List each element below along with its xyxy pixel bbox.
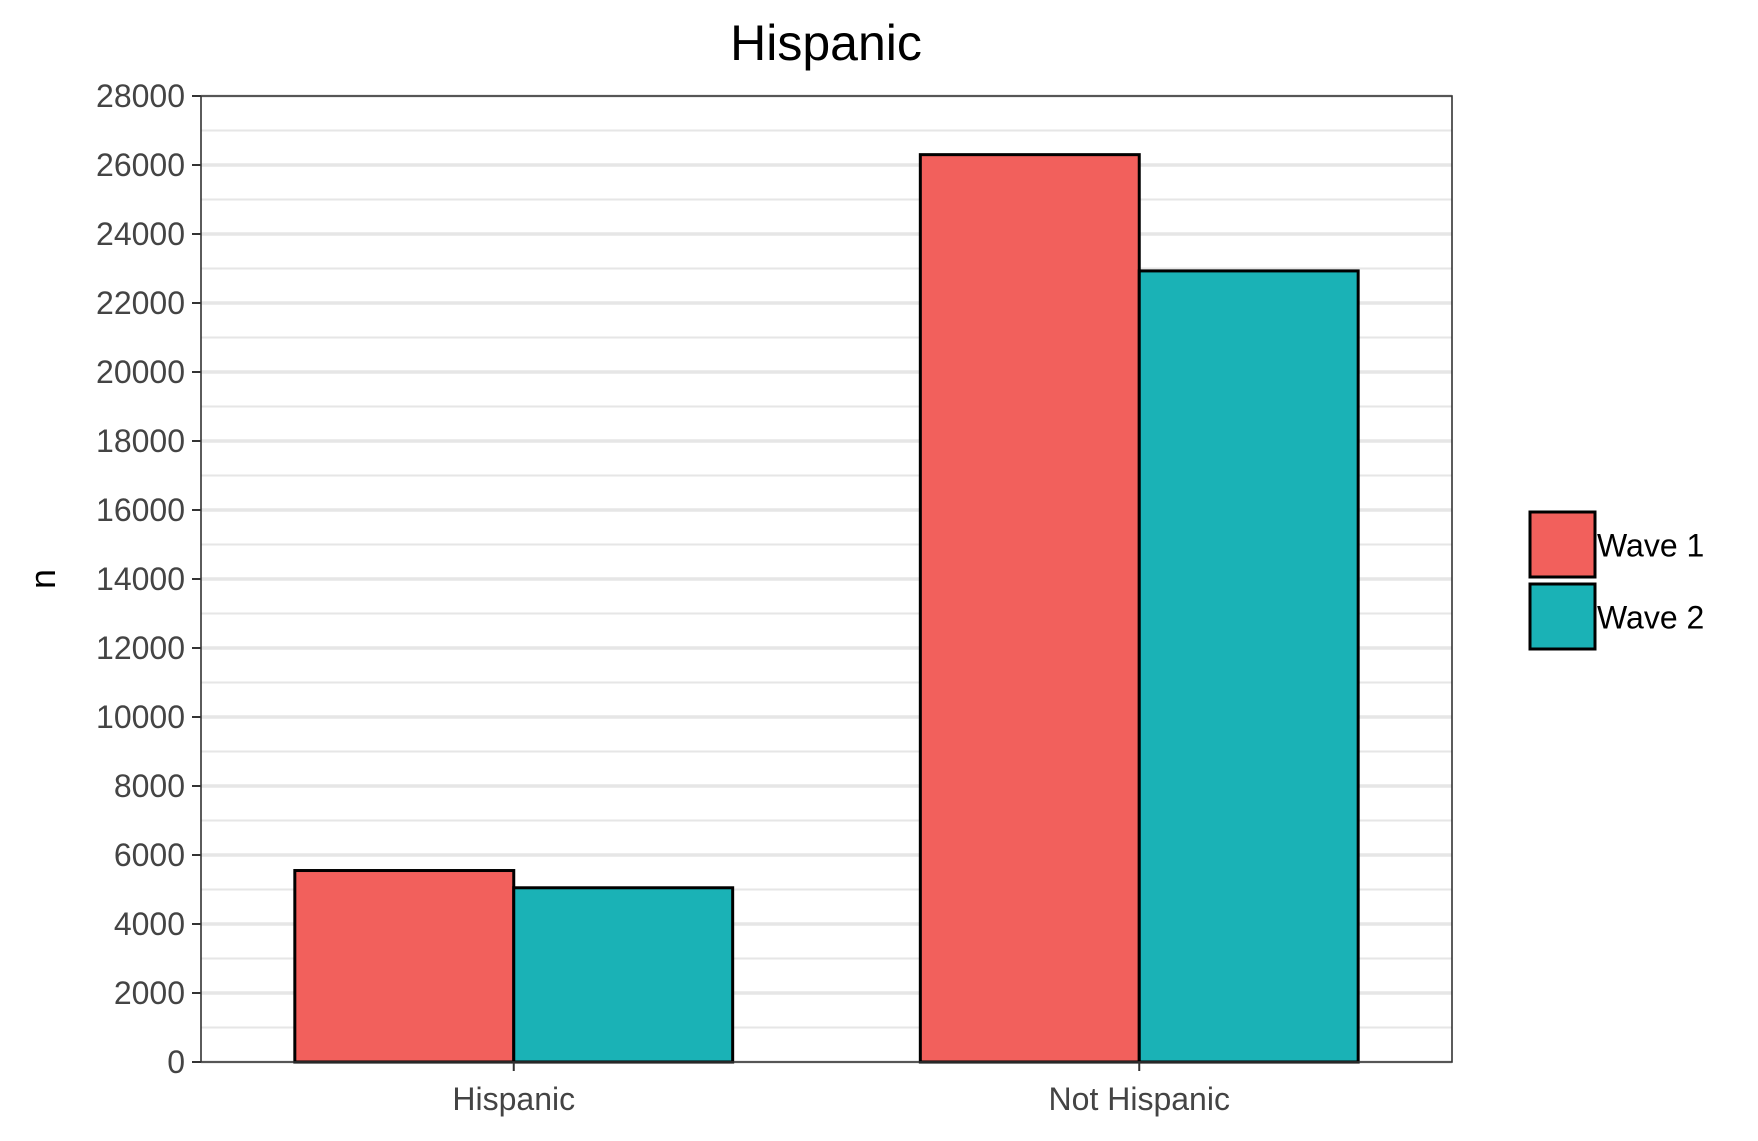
y-tick-label: 24000 <box>96 216 185 252</box>
y-tick-label: 10000 <box>96 699 185 735</box>
legend-key-wave-2 <box>1528 582 1597 651</box>
legend: Wave 1 Wave 2 <box>1528 510 1704 651</box>
y-tick-label: 12000 <box>96 630 185 666</box>
bars <box>293 153 1360 1064</box>
x-axis: Hispanic Not Hispanic <box>452 1062 1230 1117</box>
y-tick-label: 0 <box>167 1044 185 1080</box>
bar-wave-1-hispanic <box>293 869 516 1064</box>
y-tick-label: 16000 <box>96 492 185 528</box>
y-tick-label: 6000 <box>114 837 185 873</box>
y-tick-label: 22000 <box>96 285 185 321</box>
bar-wave-2-hispanic <box>512 886 735 1064</box>
y-tick-label: 26000 <box>96 147 185 183</box>
legend-label: Wave 1 <box>1597 528 1704 564</box>
y-tick-label: 14000 <box>96 561 185 597</box>
y-axis-title: n <box>22 569 63 589</box>
y-axis: 0 2000 4000 6000 8000 10000 12000 14000 16000 180… <box>96 78 201 1080</box>
bar-wave-1-not-hispanic <box>918 153 1141 1064</box>
bar-wave-2-not-hispanic <box>1137 269 1360 1064</box>
y-tick-label: 8000 <box>114 768 185 804</box>
chart-title: Hispanic <box>730 15 922 71</box>
y-tick-label: 2000 <box>114 975 185 1011</box>
legend-key-wave-1 <box>1528 510 1597 579</box>
y-tick-label: 28000 <box>96 78 185 114</box>
x-tick-label: Hispanic <box>452 1081 575 1117</box>
y-tick-label: 4000 <box>114 906 185 942</box>
legend-label: Wave 2 <box>1597 600 1704 636</box>
y-tick-label: 18000 <box>96 423 185 459</box>
x-tick-label: Not Hispanic <box>1049 1081 1230 1117</box>
y-tick-label: 20000 <box>96 354 185 390</box>
